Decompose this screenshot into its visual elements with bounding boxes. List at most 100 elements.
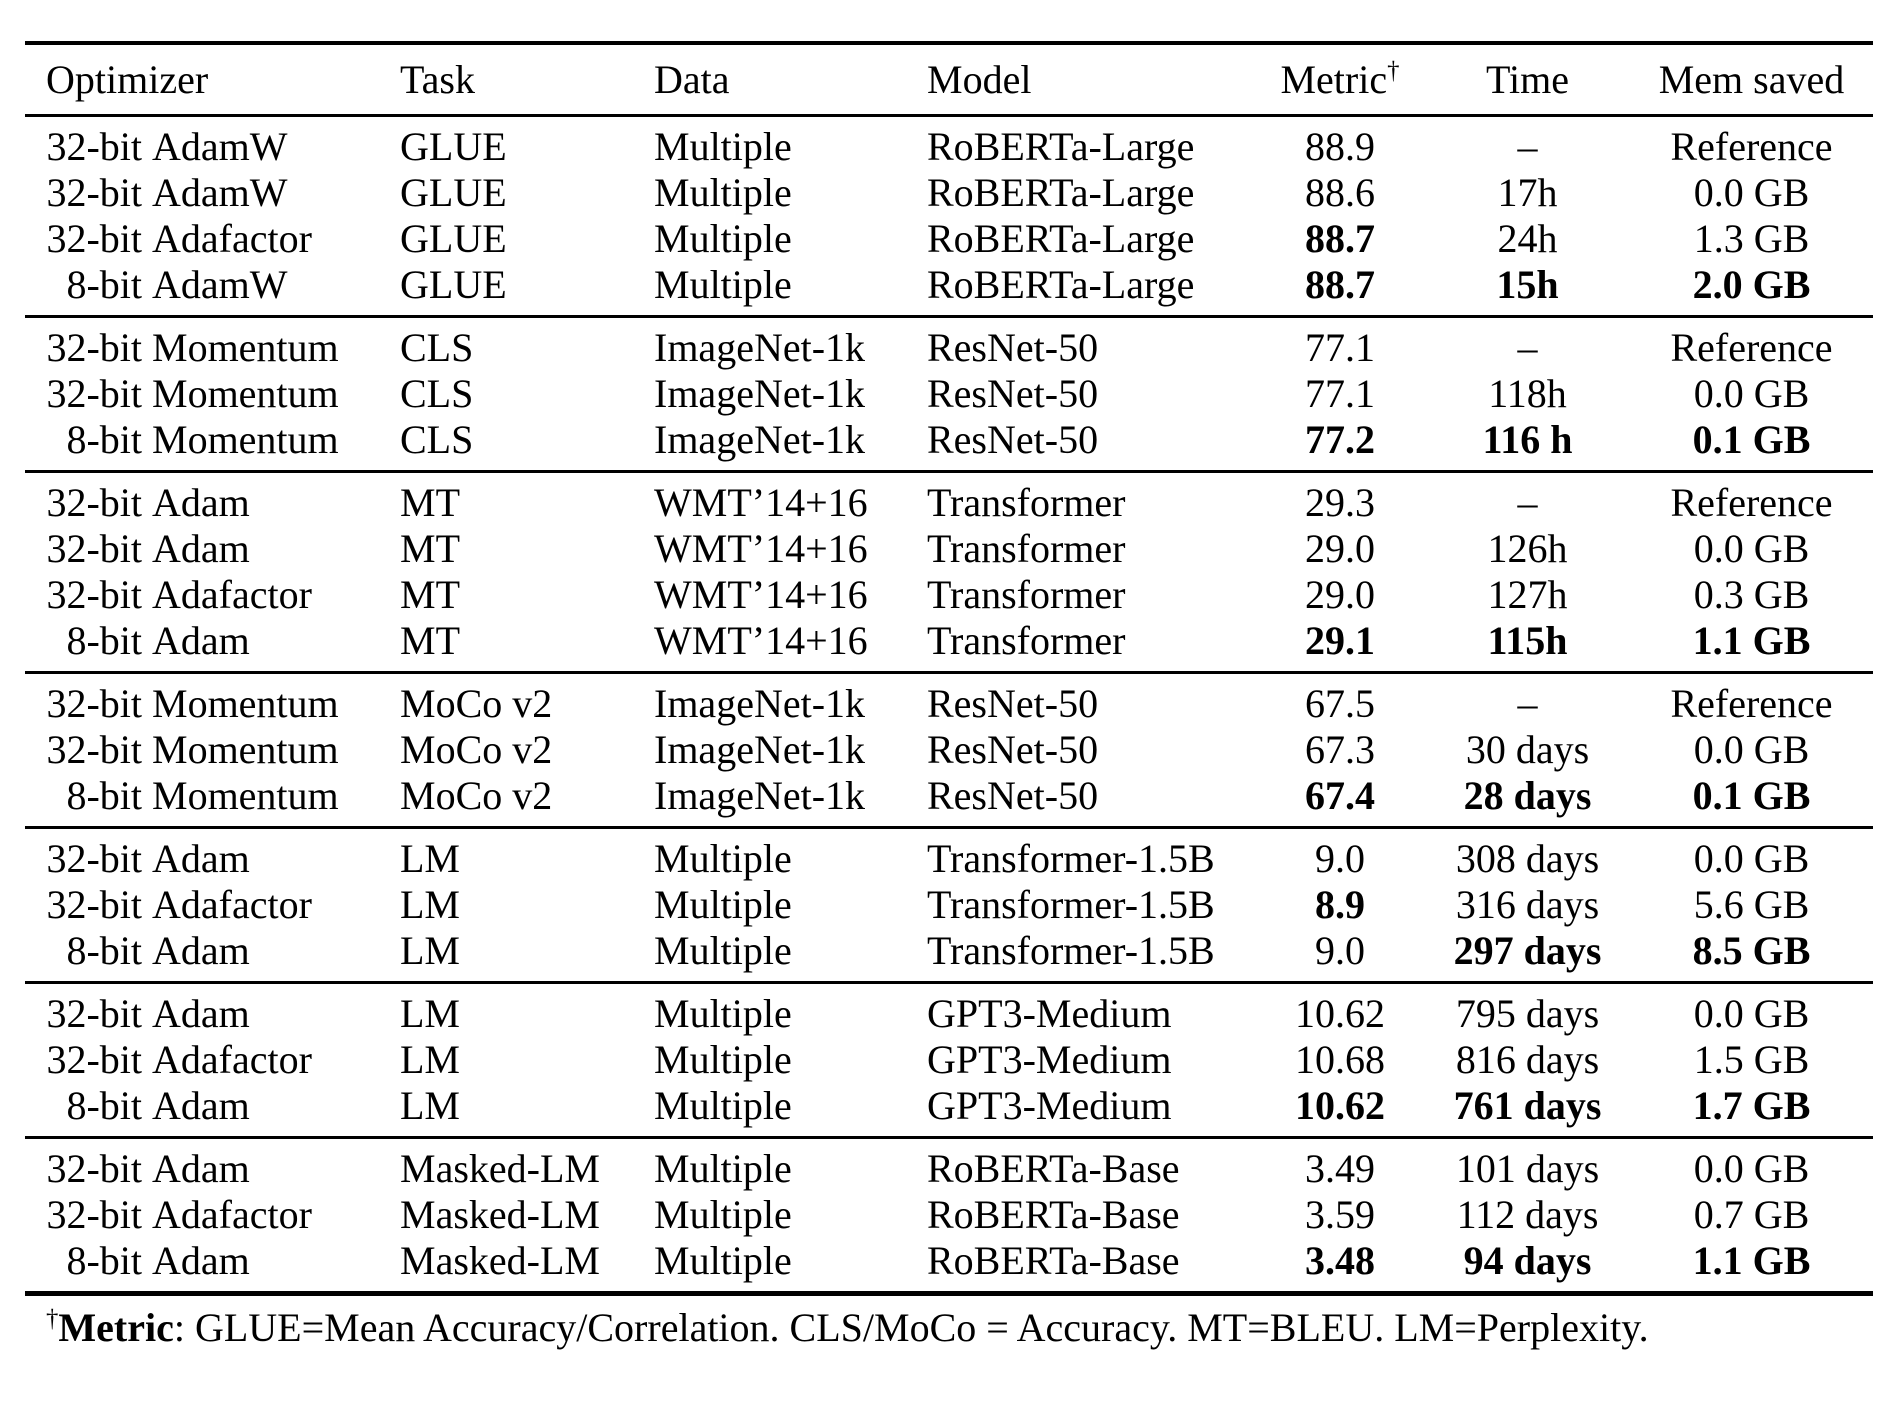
cell-data: WMT’14+16 [654,526,868,571]
optimizer-prefix: 32-bit [46,480,142,525]
table-row: 32-bit AdamW GLUE Multiple RoBERTa-Large 88.9… [25,116,1873,171]
table-row: 32-bit Momentum MoCo v2 ImageNet-1k ResNet-5… [25,673,1873,728]
cell-metric: 10.62 [1295,991,1385,1036]
cell-mem-saved: Reference [1670,480,1833,525]
cell-mem-saved: 1.3 GB [1693,216,1810,261]
cell-optimizer: 8-bit Adam [25,1083,390,1138]
cell-optimizer: 32-bit Adafactor [25,572,390,618]
table-row: 32-bit Adam Masked-LM Multiple RoBERTa-Base 3… [25,1138,1873,1193]
table-group: 32-bit Adam LM Multiple Transformer-1.5B 9.0 3… [25,827,1873,983]
cell-model: ResNet-50 [927,325,1099,370]
optimizer-prefix: 32-bit [46,216,142,261]
cell-mem-saved: 0.1 GB [1692,417,1811,462]
cell-data: Multiple [654,928,792,973]
optimizer-name: Momentum [152,417,339,462]
cell-model: ResNet-50 [927,773,1099,818]
dagger-icon: † [46,1305,59,1333]
table-row: 8-bit Momentum MoCo v2 ImageNet-1k ResNet-50… [25,773,1873,828]
cell-optimizer: 8-bit Adam [25,618,390,673]
cell-data: WMT’14+16 [654,618,868,663]
cell-time: – [1517,325,1538,370]
cell-model: Transformer [927,526,1126,571]
optimizer-prefix: 8-bit [66,1238,142,1283]
results-table-wrap: Optimizer Task Data Model Metric† Time M… [25,41,1873,1296]
optimizer-prefix: 8-bit [66,618,142,663]
cell-optimizer: 32-bit AdamW [25,116,390,171]
cell-task: LM [400,1083,460,1128]
cell-model: GPT3-Medium [927,1037,1172,1082]
table-row: 32-bit Adafactor LM Multiple Transformer-1.5… [25,882,1873,928]
table-row: 32-bit Adam LM Multiple GPT3-Medium 10.62 795 … [25,983,1873,1038]
optimizer-name: Momentum [152,727,339,772]
cell-task: Masked-LM [400,1238,600,1283]
cell-model: Transformer [927,572,1126,617]
cell-data: Multiple [654,836,792,881]
cell-metric: 29.3 [1305,480,1375,525]
cell-mem-saved: 0.7 GB [1693,1192,1810,1237]
optimizer-name: AdamW [152,124,288,169]
cell-time: 126h [1487,526,1568,571]
optimizer-prefix: 32-bit [46,526,142,571]
cell-data: ImageNet-1k [654,417,866,462]
cell-data: Multiple [654,124,792,169]
cell-data: ImageNet-1k [654,727,866,772]
cell-task: LM [400,1037,460,1082]
cell-time: 116 h [1482,417,1573,462]
cell-mem-saved: 1.1 GB [1692,618,1811,663]
cell-time: 17h [1497,170,1558,215]
optimizer-prefix: 32-bit [46,681,142,726]
optimizer-prefix: 32-bit [46,1146,142,1191]
cell-time: 127h [1487,572,1568,617]
cell-metric: 29.0 [1305,572,1375,617]
cell-optimizer: 8-bit Momentum [25,417,390,472]
cell-data: Multiple [654,216,792,261]
optimizer-name: Adam [152,526,250,571]
cell-data: Multiple [654,1037,792,1082]
cell-data: WMT’14+16 [654,572,868,617]
cell-mem-saved: 0.0 GB [1693,991,1810,1036]
table-row: 32-bit Momentum MoCo v2 ImageNet-1k ResNet-5… [25,727,1873,773]
cell-data: Multiple [654,991,792,1036]
cell-time: 112 days [1456,1192,1599,1237]
cell-mem-saved: 1.5 GB [1693,1037,1810,1082]
optimizer-name: Momentum [152,681,339,726]
col-header-task: Task [390,43,644,117]
cell-metric: 67.3 [1305,727,1375,772]
table-row: 32-bit Adafactor LM Multiple GPT3-Medium 10.6… [25,1037,1873,1083]
cell-time: 795 days [1455,991,1600,1036]
cell-metric: 77.1 [1305,325,1375,370]
optimizer-name: Adam [152,991,250,1036]
cell-task: MT [400,480,460,525]
table-row: 32-bit Adam LM Multiple Transformer-1.5B 9.0 3… [25,828,1873,883]
cell-metric: 77.1 [1305,371,1375,416]
optimizer-prefix: 32-bit [46,572,142,617]
cell-data: Multiple [654,1192,792,1237]
cell-model: RoBERTa-Base [927,1146,1180,1191]
table-group: 32-bit Adam Masked-LM Multiple RoBERTa-Base 3… [25,1137,1873,1294]
cell-model: RoBERTa-Large [927,262,1195,307]
cell-time: 816 days [1455,1037,1600,1082]
cell-metric: 10.62 [1295,1083,1385,1128]
cell-model: RoBERTa-Large [927,124,1195,169]
cell-model: Transformer [927,618,1126,663]
cell-optimizer: 8-bit AdamW [25,262,390,317]
cell-model: RoBERTa-Base [927,1192,1180,1237]
cell-optimizer: 8-bit Adam [25,1238,390,1294]
cell-mem-saved: 0.0 GB [1693,1146,1810,1191]
col-header-data: Data [644,43,917,117]
optimizer-name: Momentum [152,371,339,416]
table-row: 8-bit Momentum CLS ImageNet-1k ResNet-50 77.2… [25,417,1873,472]
optimizer-name: Adafactor [152,216,312,261]
cell-mem-saved: 0.0 GB [1693,170,1810,215]
optimizer-prefix: 32-bit [46,124,142,169]
cell-model: Transformer-1.5B [927,836,1215,881]
cell-time: 30 days [1465,727,1590,772]
optimizer-name: Adafactor [152,882,312,927]
cell-task: MoCo v2 [400,727,553,772]
optimizer-prefix: 32-bit [46,882,142,927]
cell-optimizer: 8-bit Momentum [25,773,390,828]
cell-model: ResNet-50 [927,681,1099,726]
cell-task: CLS [400,325,474,370]
cell-model: GPT3-Medium [927,991,1172,1036]
table-row: 8-bit AdamW GLUE Multiple RoBERTa-Large 88.7 1… [25,262,1873,317]
